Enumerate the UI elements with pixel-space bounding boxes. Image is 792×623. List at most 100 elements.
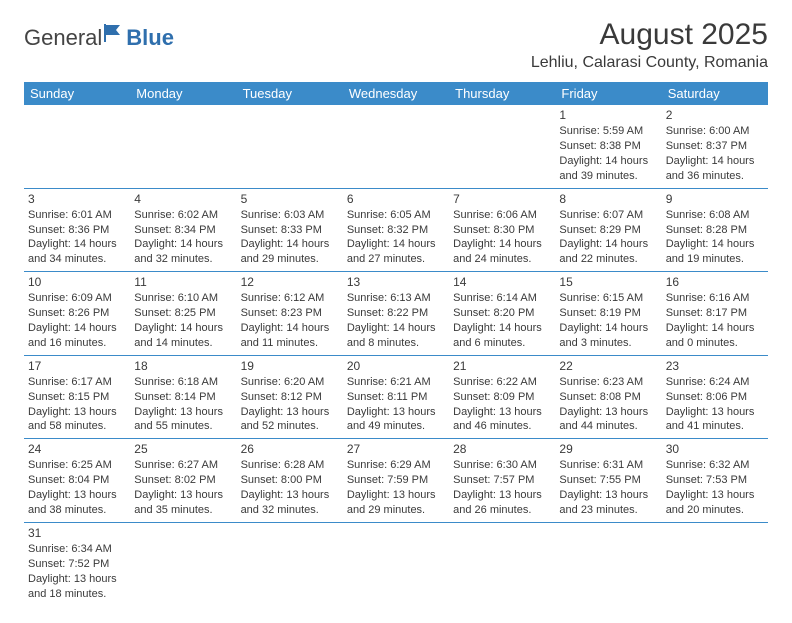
daylight-text: Daylight: 14 hours and 29 minutes.	[241, 237, 339, 267]
sunrise-text: Sunrise: 6:07 AM	[559, 208, 657, 223]
day-number: 4	[134, 191, 232, 207]
calendar-day-cell: 21Sunrise: 6:22 AMSunset: 8:09 PMDayligh…	[449, 355, 555, 439]
calendar-day-cell	[662, 522, 768, 605]
day-number: 1	[559, 107, 657, 123]
sunrise-text: Sunrise: 6:03 AM	[241, 208, 339, 223]
calendar-day-cell: 24Sunrise: 6:25 AMSunset: 8:04 PMDayligh…	[24, 439, 130, 523]
sunset-text: Sunset: 8:25 PM	[134, 306, 232, 321]
sunset-text: Sunset: 7:52 PM	[28, 557, 126, 572]
flag-icon	[104, 24, 126, 42]
calendar-day-cell: 25Sunrise: 6:27 AMSunset: 8:02 PMDayligh…	[130, 439, 236, 523]
sunrise-text: Sunrise: 6:18 AM	[134, 375, 232, 390]
calendar-day-cell: 28Sunrise: 6:30 AMSunset: 7:57 PMDayligh…	[449, 439, 555, 523]
day-number: 22	[559, 358, 657, 374]
sunset-text: Sunset: 8:36 PM	[28, 223, 126, 238]
calendar-day-cell: 9Sunrise: 6:08 AMSunset: 8:28 PMDaylight…	[662, 188, 768, 272]
calendar-day-cell: 31Sunrise: 6:34 AMSunset: 7:52 PMDayligh…	[24, 522, 130, 605]
daylight-text: Daylight: 14 hours and 32 minutes.	[134, 237, 232, 267]
calendar-day-cell	[130, 522, 236, 605]
day-number: 6	[347, 191, 445, 207]
calendar-day-cell: 13Sunrise: 6:13 AMSunset: 8:22 PMDayligh…	[343, 272, 449, 356]
sunset-text: Sunset: 8:19 PM	[559, 306, 657, 321]
daylight-text: Daylight: 14 hours and 14 minutes.	[134, 321, 232, 351]
sunrise-text: Sunrise: 6:05 AM	[347, 208, 445, 223]
daylight-text: Daylight: 13 hours and 46 minutes.	[453, 405, 551, 435]
daylight-text: Daylight: 14 hours and 3 minutes.	[559, 321, 657, 351]
calendar-day-cell: 27Sunrise: 6:29 AMSunset: 7:59 PMDayligh…	[343, 439, 449, 523]
calendar-day-cell: 19Sunrise: 6:20 AMSunset: 8:12 PMDayligh…	[237, 355, 343, 439]
day-number: 8	[559, 191, 657, 207]
daylight-text: Daylight: 13 hours and 29 minutes.	[347, 488, 445, 518]
sunrise-text: Sunrise: 6:34 AM	[28, 542, 126, 557]
daylight-text: Daylight: 14 hours and 36 minutes.	[666, 154, 764, 184]
daylight-text: Daylight: 14 hours and 24 minutes.	[453, 237, 551, 267]
header: General Blue August 2025 Lehliu, Calaras…	[24, 18, 768, 72]
daylight-text: Daylight: 14 hours and 27 minutes.	[347, 237, 445, 267]
sunset-text: Sunset: 8:15 PM	[28, 390, 126, 405]
sunrise-text: Sunrise: 5:59 AM	[559, 124, 657, 139]
daylight-text: Daylight: 14 hours and 34 minutes.	[28, 237, 126, 267]
sunrise-text: Sunrise: 6:24 AM	[666, 375, 764, 390]
daylight-text: Daylight: 13 hours and 35 minutes.	[134, 488, 232, 518]
page-title: August 2025	[531, 18, 768, 52]
sunset-text: Sunset: 8:08 PM	[559, 390, 657, 405]
sunrise-text: Sunrise: 6:17 AM	[28, 375, 126, 390]
day-number: 10	[28, 274, 126, 290]
sunrise-text: Sunrise: 6:15 AM	[559, 291, 657, 306]
sunset-text: Sunset: 8:11 PM	[347, 390, 445, 405]
logo-text-1: General	[24, 25, 102, 51]
sunrise-text: Sunrise: 6:27 AM	[134, 458, 232, 473]
calendar-day-cell: 26Sunrise: 6:28 AMSunset: 8:00 PMDayligh…	[237, 439, 343, 523]
sunset-text: Sunset: 7:55 PM	[559, 473, 657, 488]
sunrise-text: Sunrise: 6:20 AM	[241, 375, 339, 390]
daylight-text: Daylight: 13 hours and 49 minutes.	[347, 405, 445, 435]
sunrise-text: Sunrise: 6:13 AM	[347, 291, 445, 306]
sunset-text: Sunset: 8:17 PM	[666, 306, 764, 321]
sunset-text: Sunset: 7:57 PM	[453, 473, 551, 488]
day-number: 23	[666, 358, 764, 374]
sunrise-text: Sunrise: 6:21 AM	[347, 375, 445, 390]
calendar-day-cell: 16Sunrise: 6:16 AMSunset: 8:17 PMDayligh…	[662, 272, 768, 356]
day-number: 18	[134, 358, 232, 374]
calendar-day-cell: 12Sunrise: 6:12 AMSunset: 8:23 PMDayligh…	[237, 272, 343, 356]
daylight-text: Daylight: 13 hours and 58 minutes.	[28, 405, 126, 435]
day-number: 16	[666, 274, 764, 290]
daylight-text: Daylight: 13 hours and 41 minutes.	[666, 405, 764, 435]
weekday-header: Monday	[130, 82, 236, 105]
day-number: 3	[28, 191, 126, 207]
day-number: 21	[453, 358, 551, 374]
calendar-week-row: 24Sunrise: 6:25 AMSunset: 8:04 PMDayligh…	[24, 439, 768, 523]
calendar-day-cell	[130, 105, 236, 188]
calendar-day-cell: 18Sunrise: 6:18 AMSunset: 8:14 PMDayligh…	[130, 355, 236, 439]
calendar-day-cell: 17Sunrise: 6:17 AMSunset: 8:15 PMDayligh…	[24, 355, 130, 439]
daylight-text: Daylight: 13 hours and 52 minutes.	[241, 405, 339, 435]
calendar-day-cell	[237, 522, 343, 605]
sunset-text: Sunset: 8:09 PM	[453, 390, 551, 405]
weekday-header: Friday	[555, 82, 661, 105]
calendar-day-cell: 8Sunrise: 6:07 AMSunset: 8:29 PMDaylight…	[555, 188, 661, 272]
daylight-text: Daylight: 13 hours and 55 minutes.	[134, 405, 232, 435]
sunrise-text: Sunrise: 6:12 AM	[241, 291, 339, 306]
day-number: 13	[347, 274, 445, 290]
calendar-day-cell	[449, 522, 555, 605]
day-number: 5	[241, 191, 339, 207]
calendar-week-row: 10Sunrise: 6:09 AMSunset: 8:26 PMDayligh…	[24, 272, 768, 356]
day-number: 31	[28, 525, 126, 541]
sunset-text: Sunset: 8:22 PM	[347, 306, 445, 321]
weekday-header: Sunday	[24, 82, 130, 105]
sunrise-text: Sunrise: 6:00 AM	[666, 124, 764, 139]
sunrise-text: Sunrise: 6:16 AM	[666, 291, 764, 306]
sunset-text: Sunset: 8:34 PM	[134, 223, 232, 238]
sunset-text: Sunset: 8:23 PM	[241, 306, 339, 321]
sunset-text: Sunset: 7:53 PM	[666, 473, 764, 488]
day-number: 28	[453, 441, 551, 457]
daylight-text: Daylight: 13 hours and 20 minutes.	[666, 488, 764, 518]
logo: General Blue	[24, 24, 174, 52]
sunset-text: Sunset: 8:14 PM	[134, 390, 232, 405]
calendar-day-cell	[555, 522, 661, 605]
calendar-day-cell	[24, 105, 130, 188]
sunset-text: Sunset: 8:30 PM	[453, 223, 551, 238]
location: Lehliu, Calarasi County, Romania	[531, 54, 768, 72]
sunset-text: Sunset: 8:12 PM	[241, 390, 339, 405]
calendar-day-cell: 15Sunrise: 6:15 AMSunset: 8:19 PMDayligh…	[555, 272, 661, 356]
